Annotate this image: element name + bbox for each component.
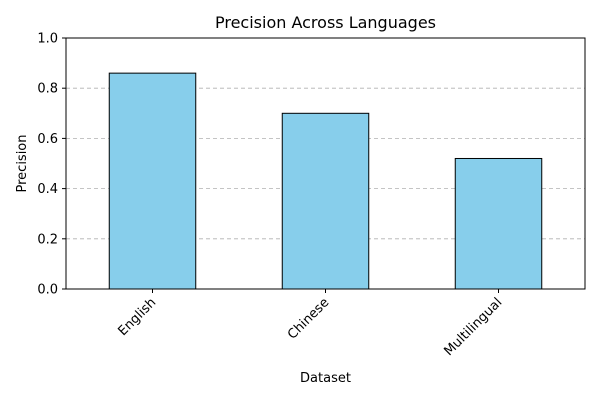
y-tick-label: 0.8 [37,82,58,97]
y-axis-label: Precision [15,134,30,192]
y-ticks: 0.0 0.2 0.4 0.6 0.8 1.0 [37,32,66,298]
y-tick-label: 1.0 [37,32,58,47]
bar-chinese [281,112,370,290]
bar-multilingual [454,157,543,290]
chart-title: Precision Across Languages [215,13,436,32]
x-tick-label-english: English [116,295,160,339]
bars [108,72,543,290]
y-tick-label: 0.4 [37,182,58,197]
y-tick-label: 0.2 [37,232,58,247]
bar-english [108,72,197,290]
y-tick-label: 0.6 [37,132,58,147]
x-tick-label-chinese: Chinese [285,295,332,342]
x-ticks: English Chinese Multilingual [116,289,505,359]
y-tick-label: 0.0 [37,283,58,298]
x-tick-label-multilingual: Multilingual [441,295,505,359]
x-axis-label: Dataset [300,371,351,386]
